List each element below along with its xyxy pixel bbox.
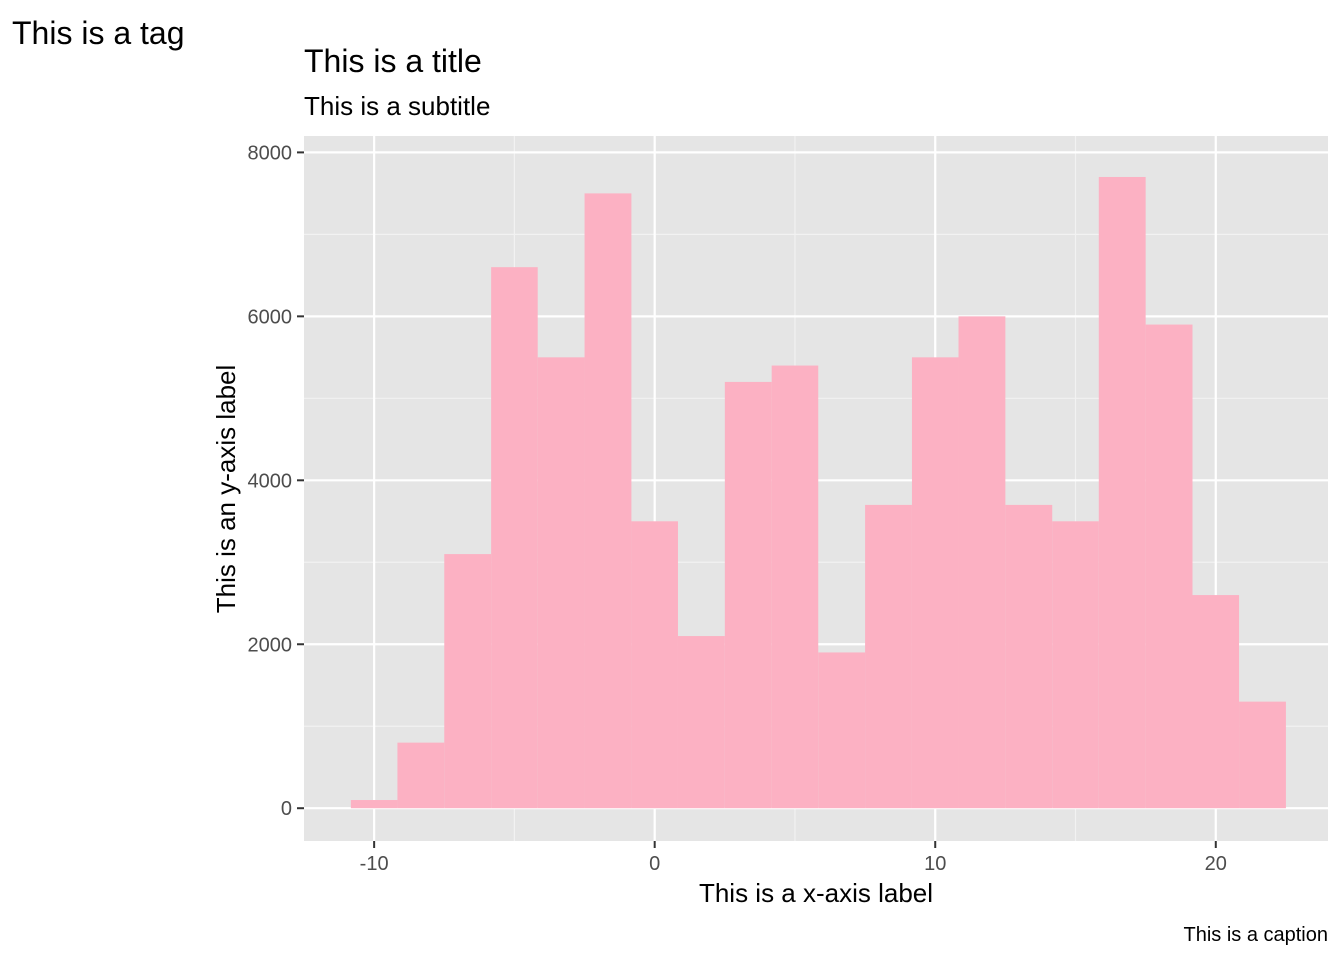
histogram-bar	[1145, 324, 1193, 809]
histogram-bars	[350, 176, 1286, 809]
histogram-bar	[491, 267, 538, 809]
histogram-bar	[537, 357, 585, 809]
histogram-bar	[444, 554, 492, 809]
y-axis-tick-label: 4000	[248, 470, 293, 492]
x-axis-tick-label: -10	[360, 853, 389, 875]
histogram-bar	[397, 742, 445, 809]
y-axis-title: This is an y-axis label	[211, 365, 241, 614]
chart-subtitle: This is a subtitle	[304, 91, 490, 121]
y-axis-tick-label: 2000	[248, 634, 293, 656]
axis-ticks	[297, 151, 1217, 848]
histogram-bar	[724, 381, 772, 809]
y-axis-tick-label: 0	[281, 798, 292, 820]
x-axis-tick-labels: -10 0 10 20	[360, 853, 1227, 875]
histogram-bar	[818, 652, 866, 809]
histogram-bar	[771, 365, 819, 809]
y-axis-tick-label: 8000	[248, 142, 293, 164]
histogram-bar	[1005, 504, 1053, 809]
plot-tag: This is a tag	[12, 15, 185, 51]
histogram-bar	[1192, 595, 1240, 809]
y-axis-tick-label: 6000	[248, 306, 293, 328]
histogram-bar	[677, 636, 725, 809]
histogram-bar	[958, 316, 1006, 809]
x-axis-title: This is a x-axis label	[699, 878, 933, 908]
histogram-bar	[1052, 521, 1099, 809]
histogram-bar	[1098, 176, 1146, 809]
histogram-bar	[584, 193, 632, 809]
histogram-bar	[350, 800, 398, 809]
x-axis-tick-label: 10	[924, 853, 946, 875]
chart-caption: This is a caption	[1183, 924, 1328, 946]
histogram-bar	[911, 357, 959, 809]
histogram-bar	[631, 521, 678, 809]
chart-title: This is a title	[304, 43, 482, 79]
x-axis-tick-label: 20	[1205, 853, 1227, 875]
histogram-bar	[865, 504, 912, 809]
x-axis-tick-label: 0	[649, 853, 660, 875]
histogram-bar	[1239, 701, 1286, 809]
y-axis-tick-labels: 0 2000 4000 6000 8000	[248, 142, 293, 820]
